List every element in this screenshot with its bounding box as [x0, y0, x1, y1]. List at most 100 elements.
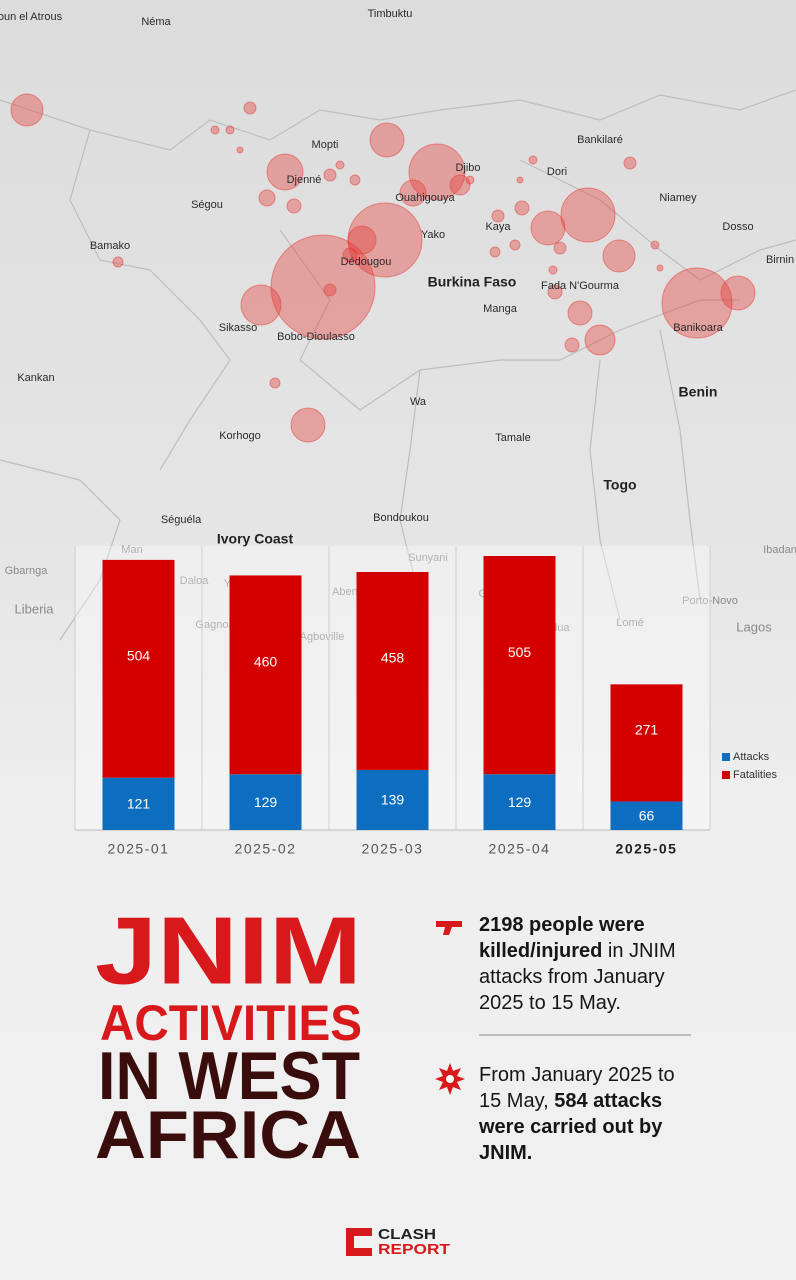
incident: [548, 265, 558, 275]
bar-chart: 121 504 2025-01 129 460 2025-02 139 458 2025-03 1…: [74, 546, 778, 857]
incident: [323, 283, 337, 297]
incident: [489, 246, 501, 258]
incident: [290, 407, 326, 443]
country-label: Benin: [679, 384, 718, 400]
place-label: Fada N'Gourma: [541, 280, 620, 292]
place-label: Mopti: [312, 139, 339, 151]
incident: [210, 125, 220, 135]
legend-swatch: [722, 753, 730, 761]
border: [589, 359, 621, 621]
value-label: 505: [508, 644, 532, 660]
incident: [661, 267, 733, 339]
border: [519, 159, 796, 281]
value-label: 129: [508, 794, 532, 810]
place-label: Tamale: [495, 432, 530, 444]
place-label: Manga: [483, 303, 518, 315]
place-label: Ouahigouya: [395, 192, 455, 204]
place-label: Liberia: [14, 601, 54, 616]
incident: [236, 146, 244, 154]
country-label: Ivory Coast: [217, 531, 294, 547]
incidents: [10, 93, 756, 443]
incident: [270, 234, 376, 340]
place-label: Kankan: [17, 372, 54, 384]
incident: [342, 247, 358, 263]
country-label: Togo: [603, 477, 636, 493]
place-label: Banikoara: [673, 322, 723, 334]
title-line: AFRICA: [95, 1097, 361, 1173]
incident: [449, 174, 471, 196]
logo-mark: [346, 1228, 372, 1256]
incident: [408, 143, 466, 201]
x-tick-label: 2025-01: [108, 841, 170, 857]
incident: [553, 241, 567, 255]
place-label: Dosso: [722, 221, 753, 233]
incident: [349, 174, 361, 186]
place-label: Agboville: [300, 631, 345, 643]
stat: From January 2025 to 15 May, 584 attacks…: [479, 1062, 699, 1166]
place-label: Birnin: [766, 254, 794, 266]
place-label: Dédougou: [341, 256, 392, 268]
stat-text: in JNIM attacks from January 2025 to 15 …: [479, 940, 676, 1014]
incident: [564, 337, 580, 353]
border: [279, 229, 740, 411]
legend-swatch: [722, 771, 730, 779]
place-label: Yako: [421, 229, 445, 241]
value-label: 129: [254, 794, 278, 810]
incident: [491, 209, 505, 223]
place-label: Sunyani: [408, 552, 448, 564]
place-label: Niamey: [659, 192, 697, 204]
border: [659, 329, 701, 601]
stat-bold: 584 attacks were carried out by JNIM.: [479, 1090, 663, 1164]
map: [0, 89, 796, 701]
logo: CLASH REPORT: [346, 1226, 450, 1258]
x-tick-label: 2025-04: [489, 841, 551, 857]
bar-segment: [610, 801, 683, 830]
incident: [240, 284, 282, 326]
incident: [266, 153, 304, 191]
value-label: 271: [635, 722, 659, 738]
x-tick-label: 2025-03: [362, 841, 424, 857]
incident: [509, 239, 521, 251]
incident: [269, 377, 281, 389]
legend-label: Fatalities: [733, 769, 778, 781]
logo-text: CLASH: [378, 1226, 436, 1243]
incident: [514, 200, 530, 216]
place-label: Man: [121, 544, 142, 556]
bar-segment: [229, 774, 302, 830]
place-label: Bondoukou: [373, 512, 429, 524]
bar-segment: [483, 774, 556, 830]
incident: [258, 189, 276, 207]
incident: [528, 155, 538, 165]
value-label: 121: [127, 796, 151, 812]
place-label: Lagos: [736, 619, 772, 634]
title: JNIM ACTIVITIES IN WEST AFRICA: [95, 897, 362, 1173]
place-label: Ségou: [191, 199, 223, 211]
stat: 2198 people were killed/injured in JNIM …: [479, 912, 699, 1016]
value-label: 504: [127, 648, 151, 664]
incident: [530, 210, 566, 246]
bar-segment: [229, 575, 302, 775]
title-line: JNIM: [95, 897, 362, 1004]
incident: [602, 239, 636, 273]
place-label: oun el Atrous: [0, 11, 63, 23]
bar-segment: [483, 556, 556, 775]
value-label: 66: [639, 807, 655, 823]
bar-segment: [102, 777, 175, 830]
incident: [10, 93, 44, 127]
border: [69, 129, 231, 471]
incident: [243, 101, 257, 115]
title-line: IN WEST: [98, 1038, 360, 1114]
incident: [547, 284, 563, 300]
place-label: Néma: [141, 16, 171, 28]
incident: [369, 122, 405, 158]
place-label: Djenné: [287, 174, 322, 186]
bar-segment: [356, 571, 429, 770]
bar-segment: [102, 559, 175, 778]
incident: [567, 300, 593, 326]
legend-label: Attacks: [733, 751, 770, 763]
incident: [112, 256, 124, 268]
incident: [399, 179, 427, 207]
incident: [286, 198, 302, 214]
stat-text: From January 2025 to 15 May,: [479, 1064, 675, 1112]
